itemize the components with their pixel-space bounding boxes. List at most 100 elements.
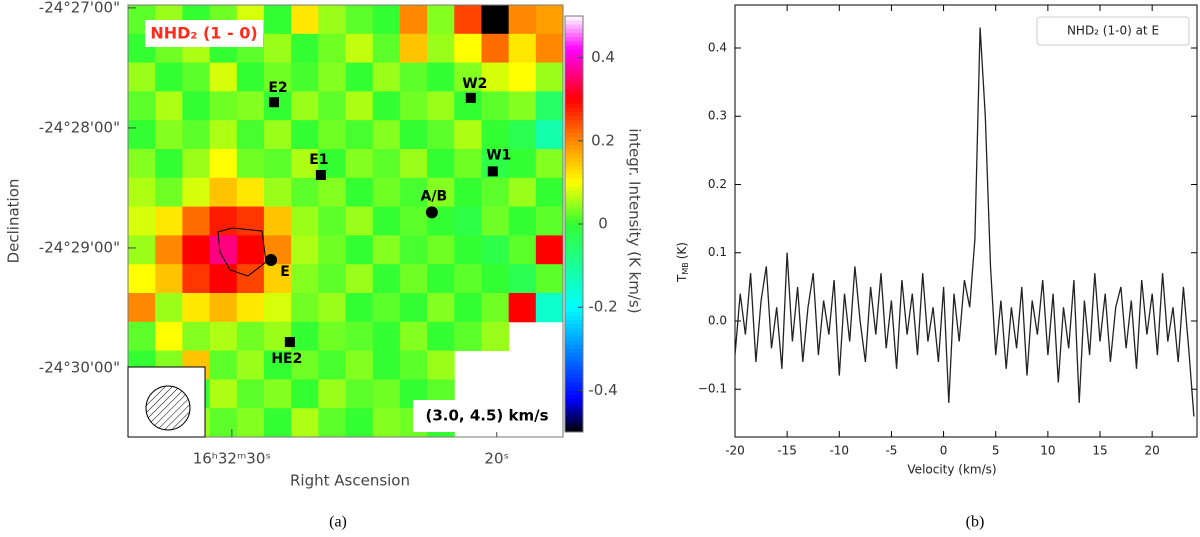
y-tick-label: -24°27'00" <box>39 0 120 16</box>
colorbar-segment <box>565 103 583 108</box>
x-axis-label: Velocity (km/s) <box>907 463 996 477</box>
cell <box>535 91 564 121</box>
cell <box>372 350 401 380</box>
colorbar-segment <box>565 365 583 370</box>
colorbar-segment <box>565 44 583 50</box>
cell <box>508 5 537 35</box>
cell <box>372 408 401 438</box>
cell <box>535 293 564 323</box>
title-box <box>145 20 263 47</box>
colorbar-segment <box>565 427 583 433</box>
cell <box>291 235 319 265</box>
cell <box>345 5 374 35</box>
source-marker <box>425 206 438 219</box>
cell <box>155 293 183 323</box>
cell <box>345 379 374 409</box>
cell <box>318 120 346 150</box>
cell <box>399 293 428 323</box>
colorbar-segment <box>565 290 583 296</box>
cell <box>345 33 374 64</box>
cell <box>209 408 238 438</box>
y-tick-label: −0.1 <box>698 382 727 396</box>
colorbar-segment <box>565 48 583 54</box>
cell <box>508 177 537 208</box>
cell <box>427 321 455 352</box>
source-label: W2 <box>462 76 487 92</box>
colorbar-segment <box>565 311 583 316</box>
cell <box>209 206 238 236</box>
x-tick-label: 20ˢ <box>484 450 509 468</box>
cell <box>372 5 401 35</box>
cell <box>209 62 238 92</box>
colorbar-segment <box>565 286 583 291</box>
colorbar-segment <box>565 269 583 275</box>
y-tick-label: -24°28'00" <box>39 118 120 136</box>
plot-frame <box>734 4 1198 438</box>
y-unit: (K) <box>675 242 689 259</box>
cell <box>318 321 346 352</box>
cell <box>209 379 238 409</box>
cell <box>481 177 510 208</box>
cell <box>345 120 374 150</box>
cell <box>182 206 211 236</box>
cell <box>291 91 319 121</box>
cell <box>155 264 183 294</box>
colorbar-segment <box>565 19 583 25</box>
legend-box <box>1036 16 1190 46</box>
cell <box>209 149 238 179</box>
x-tick-label: 10 <box>1040 444 1055 458</box>
cell <box>182 62 211 92</box>
colorbar-segment <box>565 94 583 100</box>
cell <box>263 408 292 438</box>
source-label: E <box>280 264 290 280</box>
cell <box>372 264 401 294</box>
colorbar-segment <box>565 302 583 308</box>
cell <box>481 235 510 265</box>
colorbar-segment <box>565 281 583 287</box>
colorbar-segment <box>565 236 583 241</box>
colorbar-segment <box>565 73 583 79</box>
cell <box>128 235 156 265</box>
y-tick-label: -24°29'00" <box>39 238 120 256</box>
colorbar-segment <box>565 190 583 196</box>
cell <box>236 293 265 323</box>
cell <box>345 235 374 265</box>
cell <box>345 321 374 352</box>
colorbar-segment <box>565 415 583 420</box>
y-symbol: T <box>675 274 689 283</box>
cell <box>508 293 537 323</box>
colorbar-tick-label: -0.4 <box>588 381 617 399</box>
colorbar-segment <box>565 132 583 137</box>
colorbar-segment <box>565 256 583 262</box>
cell <box>318 33 346 64</box>
cell <box>182 120 211 150</box>
colorbar-segment <box>565 115 583 121</box>
cell <box>209 177 238 208</box>
cell <box>508 149 537 179</box>
colorbar-segment <box>565 194 583 200</box>
colorbar-segment <box>565 240 583 246</box>
colorbar-segment <box>565 128 583 133</box>
cell <box>318 91 346 121</box>
colorbar-segment <box>565 144 583 150</box>
colorbar-segment <box>565 36 583 42</box>
cell <box>263 379 292 409</box>
colorbar-segment <box>565 369 583 375</box>
cell <box>454 235 482 265</box>
cell <box>128 149 156 179</box>
contour <box>217 227 267 277</box>
y-tick-label: 0.1 <box>708 245 727 259</box>
cell <box>182 293 211 323</box>
cell <box>155 177 183 208</box>
colorbar-segment <box>565 90 583 96</box>
cell <box>236 408 265 438</box>
cell <box>372 206 401 236</box>
colorbar-segment <box>565 123 583 129</box>
cell <box>291 408 319 438</box>
colorbar-segment <box>565 356 583 362</box>
cell <box>399 91 428 121</box>
colorbar-segment <box>565 352 583 358</box>
cell <box>535 149 564 179</box>
cell <box>182 264 211 294</box>
colorbar-tick-label: 0.2 <box>591 131 615 149</box>
